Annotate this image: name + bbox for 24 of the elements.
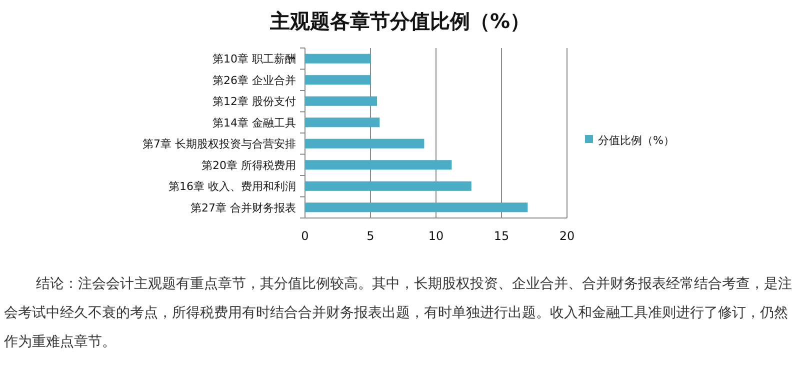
bar [305,202,528,212]
legend-label: 分值比例（%） [598,134,674,147]
bar [305,54,370,64]
chart-title: 主观题各章节分值比例（%） [268,9,530,33]
bar [305,118,380,128]
bar [305,160,452,170]
x-tick-label: 20 [559,229,575,243]
y-tick-label: 第27章 合并财务报表 [190,201,296,214]
bar [305,75,370,85]
x-tick-label: 15 [494,229,510,243]
bar [305,138,424,148]
y-tick-label: 第7章 长期股权投资与合营安排 [142,138,296,151]
x-tick-label: 0 [301,229,309,243]
x-tick-label: 5 [366,229,374,243]
bar [305,181,472,191]
y-tick-label: 第10章 职工薪酬 [212,52,296,66]
text: 结论：注会会计主观题有重点章节，其分值比例较高。其中，长期股权投资、企业合并、合并财务报表经常结合考查，是注会考试中经久不衰的考点，所得税费用有时结合合并财务报表出题，有时单独进行出题。收入和金融工具准则进行了修订，仍然作为重难点章节。 [4,275,793,352]
y-tick-label: 第12章 股份支付 [212,95,296,108]
y-tick-label: 第26章 企业合并 [212,74,296,87]
y-tick-label: 第16章 收入、费用和利润 [168,180,296,194]
x-tick-label: 10 [428,229,444,243]
bar [305,96,378,106]
y-tick-label: 第20章 所得税费用 [202,158,296,172]
y-tick-label: 第14章 金融工具 [212,116,296,130]
